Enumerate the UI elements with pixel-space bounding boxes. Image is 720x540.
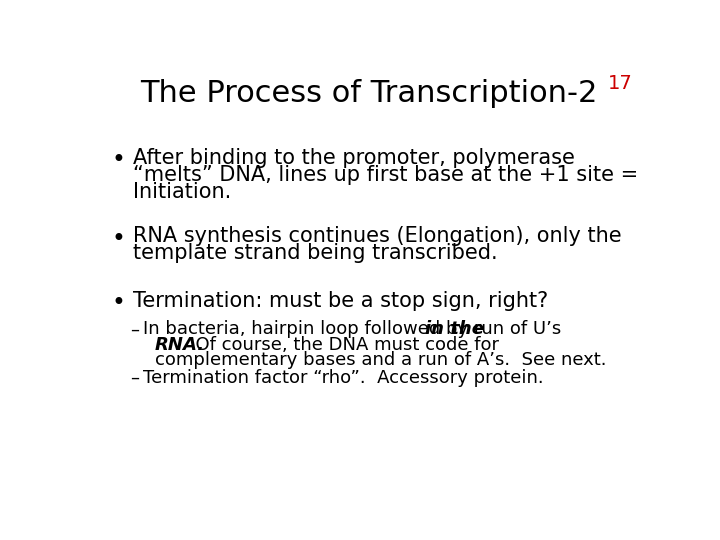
Text: •: •: [112, 226, 125, 251]
Text: •: •: [112, 148, 125, 172]
Text: –: –: [130, 320, 139, 339]
Text: –: –: [130, 369, 139, 387]
Text: Initiation.: Initiation.: [132, 182, 231, 202]
Text: Termination factor “rho”.  Accessory protein.: Termination factor “rho”. Accessory prot…: [143, 369, 544, 387]
Text: Of course, the DNA must code for: Of course, the DNA must code for: [184, 336, 499, 354]
Text: in the: in the: [425, 320, 484, 339]
Text: The Process of Transcription-2: The Process of Transcription-2: [140, 79, 598, 107]
Text: •: •: [112, 291, 125, 315]
Text: RNA.: RNA.: [155, 336, 205, 354]
Text: 17: 17: [608, 74, 632, 93]
Text: “melts” DNA, lines up first base at the +1 site =: “melts” DNA, lines up first base at the …: [132, 165, 638, 185]
Text: template strand being transcribed.: template strand being transcribed.: [132, 244, 498, 264]
Text: After binding to the promoter, polymerase: After binding to the promoter, polymeras…: [132, 148, 575, 168]
Text: RNA synthesis continues (Elongation), only the: RNA synthesis continues (Elongation), on…: [132, 226, 621, 246]
Text: In bacteria, hairpin loop followed by run of U’s: In bacteria, hairpin loop followed by ru…: [143, 320, 567, 339]
Text: Termination: must be a stop sign, right?: Termination: must be a stop sign, right?: [132, 291, 548, 311]
Text: complementary bases and a run of A’s.  See next.: complementary bases and a run of A’s. Se…: [155, 351, 606, 369]
